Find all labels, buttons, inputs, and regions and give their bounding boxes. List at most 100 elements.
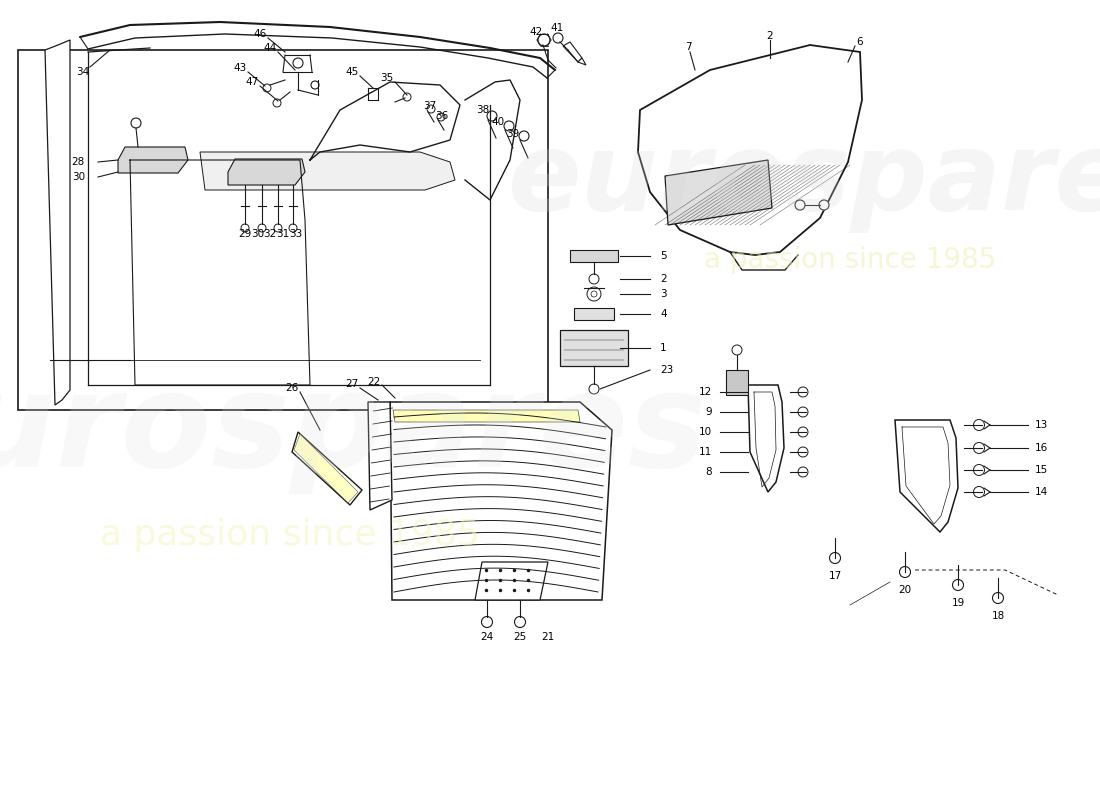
Polygon shape (638, 45, 862, 255)
Polygon shape (895, 420, 958, 532)
Circle shape (587, 287, 601, 301)
Circle shape (293, 58, 303, 68)
Circle shape (829, 553, 840, 563)
Text: 7: 7 (684, 42, 691, 52)
Circle shape (798, 387, 808, 397)
Circle shape (798, 467, 808, 477)
Circle shape (974, 465, 984, 475)
Text: 17: 17 (828, 571, 842, 581)
Polygon shape (292, 432, 362, 505)
Text: 2: 2 (767, 31, 773, 41)
Text: 19: 19 (952, 598, 965, 608)
Text: 37: 37 (424, 101, 437, 111)
Text: 46: 46 (253, 29, 266, 39)
Text: 14: 14 (1035, 487, 1048, 497)
Text: 30: 30 (72, 172, 85, 182)
Text: 3: 3 (660, 289, 667, 299)
Polygon shape (666, 160, 772, 225)
Circle shape (131, 118, 141, 128)
Text: 38: 38 (476, 105, 490, 115)
Polygon shape (475, 562, 548, 600)
Circle shape (588, 274, 600, 284)
Polygon shape (200, 152, 455, 190)
Circle shape (519, 131, 529, 141)
Text: a passion since 1985: a passion since 1985 (704, 246, 997, 274)
Text: 43: 43 (233, 63, 246, 73)
Polygon shape (228, 159, 305, 185)
Circle shape (992, 593, 1003, 603)
Text: 30: 30 (252, 229, 265, 239)
Polygon shape (45, 40, 70, 405)
Circle shape (591, 291, 597, 297)
Circle shape (482, 617, 493, 627)
Text: 31: 31 (276, 229, 289, 239)
Text: 26: 26 (285, 383, 298, 393)
Circle shape (820, 200, 829, 210)
Text: 28: 28 (72, 157, 85, 167)
Text: 20: 20 (899, 585, 912, 595)
Polygon shape (390, 402, 612, 600)
Text: 39: 39 (506, 129, 519, 139)
Polygon shape (748, 385, 784, 492)
Text: 42: 42 (529, 27, 542, 37)
Polygon shape (570, 250, 618, 262)
Text: 24: 24 (481, 632, 494, 642)
Polygon shape (578, 58, 586, 65)
Polygon shape (393, 410, 580, 422)
Circle shape (263, 84, 271, 92)
Text: 25: 25 (514, 632, 527, 642)
Text: 4: 4 (660, 309, 667, 319)
Polygon shape (368, 402, 392, 510)
Text: 45: 45 (345, 67, 359, 77)
Text: 10: 10 (698, 427, 712, 437)
Text: 9: 9 (705, 407, 712, 417)
Circle shape (798, 427, 808, 437)
Circle shape (437, 113, 446, 121)
Text: 47: 47 (245, 77, 258, 87)
Polygon shape (563, 42, 582, 62)
Text: 16: 16 (1035, 443, 1048, 453)
Circle shape (798, 407, 808, 417)
Circle shape (974, 486, 984, 498)
Text: 13: 13 (1035, 420, 1048, 430)
Text: eurospares: eurospares (507, 127, 1100, 233)
Circle shape (427, 105, 434, 113)
Circle shape (732, 345, 742, 355)
Circle shape (258, 224, 266, 232)
Polygon shape (118, 147, 188, 173)
Circle shape (974, 442, 984, 454)
Text: 33: 33 (289, 229, 302, 239)
Text: 5: 5 (660, 251, 667, 261)
Text: 12: 12 (698, 387, 712, 397)
Circle shape (588, 384, 600, 394)
Text: 40: 40 (492, 117, 505, 127)
Text: 15: 15 (1035, 465, 1048, 475)
Polygon shape (560, 330, 628, 366)
Text: 23: 23 (660, 365, 673, 375)
Circle shape (504, 121, 514, 131)
Circle shape (795, 200, 805, 210)
Text: 35: 35 (381, 73, 394, 83)
Text: 27: 27 (345, 379, 359, 389)
Circle shape (538, 34, 550, 46)
Text: 8: 8 (705, 467, 712, 477)
Circle shape (311, 81, 319, 89)
Text: 29: 29 (239, 229, 252, 239)
Polygon shape (726, 370, 748, 395)
Polygon shape (574, 308, 614, 320)
Text: 41: 41 (550, 23, 563, 33)
Circle shape (798, 447, 808, 457)
Text: a passion since 1985: a passion since 1985 (100, 518, 480, 552)
Circle shape (553, 33, 563, 43)
Circle shape (953, 579, 964, 590)
Text: 2: 2 (660, 274, 667, 284)
Text: 6: 6 (857, 37, 864, 47)
Circle shape (273, 99, 280, 107)
Text: 36: 36 (436, 111, 449, 121)
Bar (18, 50, 548, 410)
Circle shape (974, 419, 984, 430)
Circle shape (900, 566, 911, 578)
Circle shape (403, 93, 411, 101)
Circle shape (241, 224, 249, 232)
Circle shape (487, 111, 497, 121)
